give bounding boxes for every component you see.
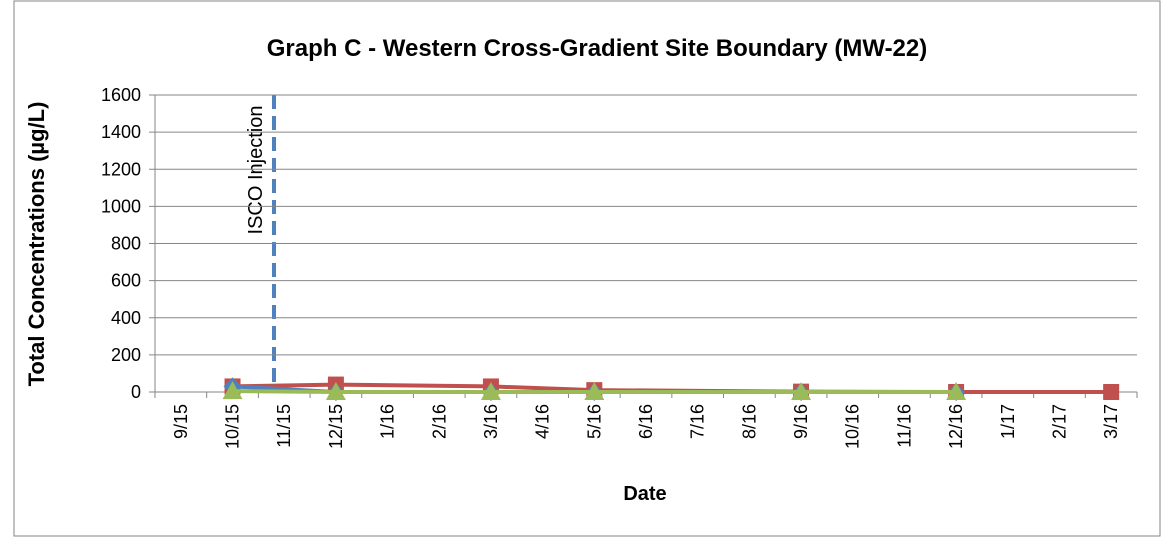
x-tick-label: 9/15 (171, 404, 191, 439)
x-tick-label: 7/16 (688, 404, 708, 439)
x-tick-label: 10/16 (843, 404, 863, 449)
y-tick-label: 600 (111, 271, 141, 291)
x-tick-label: 2/16 (429, 404, 449, 439)
y-tick-label: 200 (111, 345, 141, 365)
y-axis-label: Total Concentrations (µg/L) (24, 102, 49, 387)
x-tick-label: 1/17 (998, 404, 1018, 439)
y-tick-label: 1000 (101, 196, 141, 216)
x-tick-label: 6/16 (636, 404, 656, 439)
x-tick-label: 10/15 (223, 404, 243, 449)
y-tick-label: 800 (111, 234, 141, 254)
y-tick-label: 1400 (101, 122, 141, 142)
x-tick-label: 11/16 (894, 404, 914, 448)
y-tick-label: 0 (131, 382, 141, 402)
x-axis-label: Date (623, 483, 666, 505)
chart-border (13, 0, 1161, 537)
x-tick-label: 2/17 (1049, 404, 1069, 439)
annotation: ISCO Injection (245, 106, 267, 235)
x-tick-label: 1/16 (378, 404, 398, 439)
y-tick-label: 1600 (101, 85, 141, 105)
marker (1103, 384, 1120, 400)
x-tick-label: 3/16 (481, 404, 501, 439)
x-tick-label: 12/15 (326, 404, 346, 449)
x-tick-label: 11/15 (274, 404, 294, 448)
marker (325, 382, 346, 400)
x-tick-label: 3/17 (1101, 404, 1121, 439)
x-tick-label: 12/16 (946, 404, 966, 449)
marker (791, 382, 812, 400)
marker (584, 382, 605, 400)
marker (480, 382, 501, 400)
marker (946, 382, 967, 400)
y-tick-label: 1200 (101, 159, 141, 179)
x-tick-label: 5/16 (584, 404, 604, 439)
chart-title: Graph C - Western Cross-Gradient Site Bo… (267, 35, 928, 62)
y-tick-label: 400 (111, 308, 141, 328)
marker (222, 381, 243, 400)
series-line (232, 389, 957, 394)
x-tick-label: 4/16 (533, 404, 553, 439)
x-tick-label: 8/16 (739, 404, 759, 439)
x-tick-label: 9/16 (791, 404, 811, 439)
